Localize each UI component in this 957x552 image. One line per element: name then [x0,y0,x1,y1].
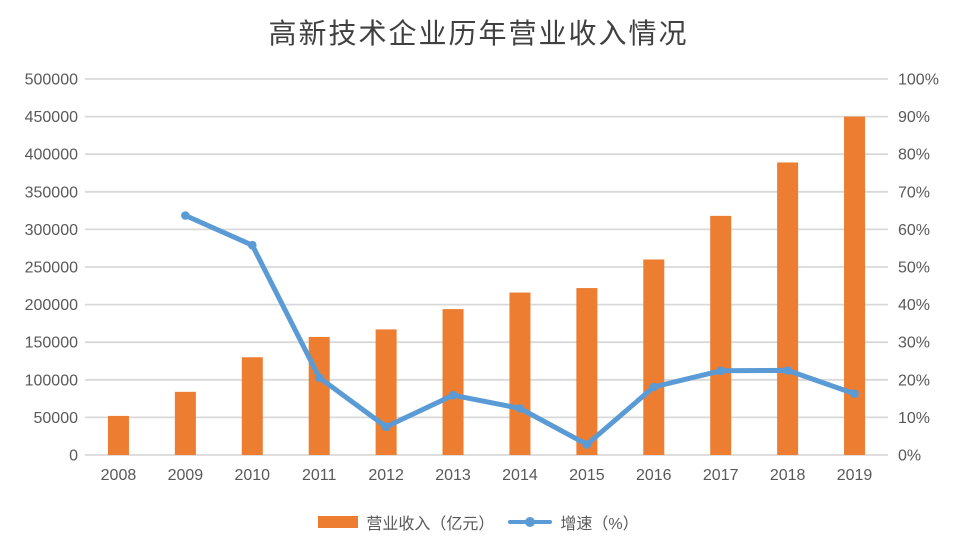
x-axis-tick-label: 2010 [234,467,270,484]
left-axis-tick-label: 400000 [25,147,78,164]
right-axis-tick-label: 20% [898,372,930,389]
line-point-marker [582,440,592,449]
x-axis-tick-label: 2014 [502,467,538,484]
bar-2017 [710,215,732,455]
line-point-marker [783,366,792,375]
line-point-marker [716,366,726,376]
legend-item-growth: 增速（%） [508,510,639,534]
right-axis-tick-label: 50% [898,260,930,277]
left-axis-tick-label: 200000 [25,297,78,314]
left-axis-tick-label: 150000 [25,335,78,352]
line-series-swatch-icon [508,517,553,527]
left-axis-tick-label: 250000 [25,260,78,277]
right-axis-tick-label: 90% [898,109,930,126]
line-marker-icon [525,517,536,527]
line-point-marker [649,382,659,392]
bar-2019 [844,116,866,455]
right-axis-tick-label: 80% [898,147,930,164]
left-axis-tick-label: 50000 [34,410,79,427]
left-axis-tick-label: 450000 [25,109,78,126]
x-axis-tick-label: 2008 [101,467,137,484]
bar-2011 [308,336,330,455]
line-point-marker [314,373,324,382]
bar-2015 [576,288,598,455]
bar-2016 [643,259,665,455]
gridlines [85,78,888,456]
right-axis-tick-label: 40% [898,297,930,314]
left-axis-tick-label: 500000 [25,72,78,89]
right-axis-tick-label: 0% [898,448,921,465]
bar-2008 [107,415,129,455]
bar-2018 [777,162,799,456]
line-point-marker [381,422,391,432]
bar-2012 [375,329,397,455]
chart-title: 高新技术企业历年营业收入情况 [268,17,689,50]
legend: 营业收入（亿元） 增速（%） [0,507,957,537]
bar-2010 [241,357,263,455]
legend-label-growth: 增速（%） [560,516,639,533]
x-axis-tick-label: 2012 [368,467,404,484]
x-axis-tick-label: 2019 [837,467,873,484]
x-axis-tick-label: 2017 [703,467,739,484]
line-point-marker [247,240,257,250]
left-axis-tick-label: 300000 [25,222,78,239]
bar-2013 [442,309,464,455]
x-axis-tick-label: 2015 [569,467,605,484]
right-axis-tick-label: 100% [898,72,939,89]
right-axis-tick-label: 60% [898,222,930,239]
legend-item-revenue: 营业收入（亿元） [318,510,494,534]
line-point-marker [515,404,525,413]
left-axis-tick-label: 100000 [25,372,78,389]
left-axis-tick-label: 350000 [25,184,78,201]
x-axis-tick-label: 2016 [636,467,672,484]
line-point-marker [448,390,458,400]
line-series [181,211,859,449]
x-axis-tick-label: 2011 [302,467,337,484]
x-axis-tick-label: 2018 [770,467,806,484]
bar-2009 [174,391,196,455]
left-axis-labels: 0 50000 100000 150000 200000 250000 300000 3500… [25,72,78,465]
bar-series-swatch-icon [318,516,359,528]
legend-label-revenue: 营业收入（亿元） [366,516,495,533]
left-axis-tick-label: 0 [69,448,78,465]
right-axis-tick-label: 70% [898,184,930,201]
right-axis-tick-label: 30% [898,335,930,352]
line-point-marker [850,389,859,399]
bar-2014 [509,292,531,455]
x-axis-tick-label: 2009 [168,467,204,484]
right-axis-tick-label: 10% [898,410,930,427]
bar-series [107,116,866,456]
line-point-marker [181,211,190,220]
x-axis-labels: 2008 2009 2010 2011 2012 2013 2014 2015 2016 2017… [101,467,873,484]
right-axis-labels: 0% 10% 20% 30% 40% 50% 60% 70% 80% 90% 100% [898,72,939,465]
x-axis-tick-label: 2013 [435,467,471,484]
